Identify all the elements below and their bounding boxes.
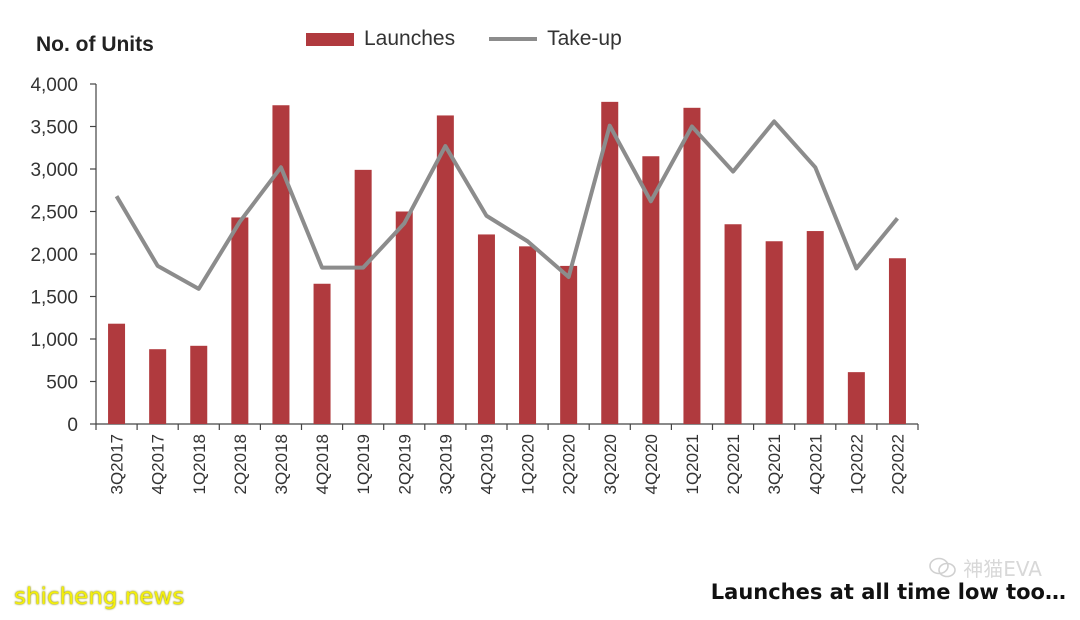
- y-tick-label: 500: [46, 373, 78, 394]
- launches-bar: [888, 258, 906, 424]
- x-tick-label: 2Q2021: [724, 434, 743, 495]
- launches-bar: [560, 265, 578, 424]
- x-tick-label: 4Q2017: [149, 434, 168, 495]
- x-tick-label: 4Q2021: [806, 434, 825, 495]
- y-axis-ticks: 0 500 1,000 1,500 2,000 2,500 3,000 3,500 4,000: [30, 75, 96, 436]
- caption: Launches at all time low too…: [710, 580, 1066, 604]
- launches-bar: [436, 115, 454, 424]
- x-tick-label: 1Q2021: [683, 434, 702, 495]
- x-tick-label: 3Q2020: [601, 434, 620, 495]
- x-tick-label: 2Q2019: [395, 434, 414, 495]
- x-tick-label: 1Q2022: [847, 434, 866, 495]
- x-tick-label: 3Q2021: [765, 434, 784, 495]
- legend: Launches Take-up: [306, 26, 622, 52]
- x-tick-label: 3Q2018: [272, 434, 291, 495]
- launches-bar: [683, 107, 701, 425]
- launches-bar: [354, 169, 372, 424]
- launches-bar: [231, 217, 249, 424]
- launches-bar: [108, 323, 126, 424]
- x-tick-label: 2Q2018: [231, 434, 250, 495]
- y-tick-label: 1,500: [30, 288, 78, 309]
- y-tick-label: 3,500: [30, 118, 78, 139]
- launches-bar: [642, 156, 660, 424]
- take-up-legend-swatch: [489, 37, 538, 41]
- wechat-icon: [929, 557, 957, 579]
- y-tick-label: 3,000: [30, 160, 78, 181]
- site-name: shicheng.news: [14, 584, 185, 610]
- x-tick-label: 3Q2019: [436, 434, 455, 495]
- watermark-text: 神猫EVA: [963, 557, 1042, 581]
- launches-bar: [313, 283, 331, 424]
- y-tick-label: 2,500: [30, 203, 78, 224]
- launches-bar: [149, 349, 167, 424]
- launches-bar: [272, 105, 290, 424]
- x-axis-ticks: 3Q2017 4Q2017 1Q2018 2Q2018 3Q2018 4Q2018 1Q20…: [95, 424, 919, 495]
- x-tick-label: 3Q2017: [108, 434, 127, 495]
- y-tick-label: 1,000: [30, 330, 78, 351]
- y-tick-label: 2,000: [30, 245, 78, 266]
- launches-bar: [601, 101, 619, 424]
- watermark: 神猫EVA: [929, 553, 1042, 582]
- launches-bars: [108, 101, 906, 425]
- launches-bar: [477, 234, 495, 424]
- launches-bar: [765, 241, 783, 424]
- launches-legend-swatch: [306, 32, 354, 46]
- launches-bar: [847, 372, 865, 424]
- launches-bar: [806, 231, 824, 424]
- launches-bar: [395, 211, 413, 424]
- y-axis-title: No. of Units: [36, 33, 154, 56]
- y-tick-label: 0: [67, 415, 78, 436]
- take-up-series-line: [114, 119, 899, 291]
- x-tick-label: 1Q2019: [354, 434, 373, 495]
- launches-bar: [519, 246, 537, 424]
- launches-bar: [190, 345, 208, 424]
- x-tick-label: 4Q2020: [642, 434, 661, 495]
- x-tick-label: 2Q2020: [560, 434, 579, 495]
- x-tick-label: 4Q2018: [313, 434, 332, 495]
- take-up-line: [114, 119, 899, 291]
- take-up-legend-label: Take-up: [547, 27, 622, 50]
- x-tick-label: 4Q2019: [477, 434, 496, 495]
- launches-legend-label: Launches: [364, 27, 456, 50]
- x-tick-label: 1Q2018: [190, 434, 209, 495]
- launches-bar: [724, 224, 742, 424]
- y-tick-label: 4,000: [30, 75, 78, 96]
- x-tick-label: 2Q2022: [888, 434, 907, 495]
- x-tick-label: 1Q2020: [519, 434, 538, 495]
